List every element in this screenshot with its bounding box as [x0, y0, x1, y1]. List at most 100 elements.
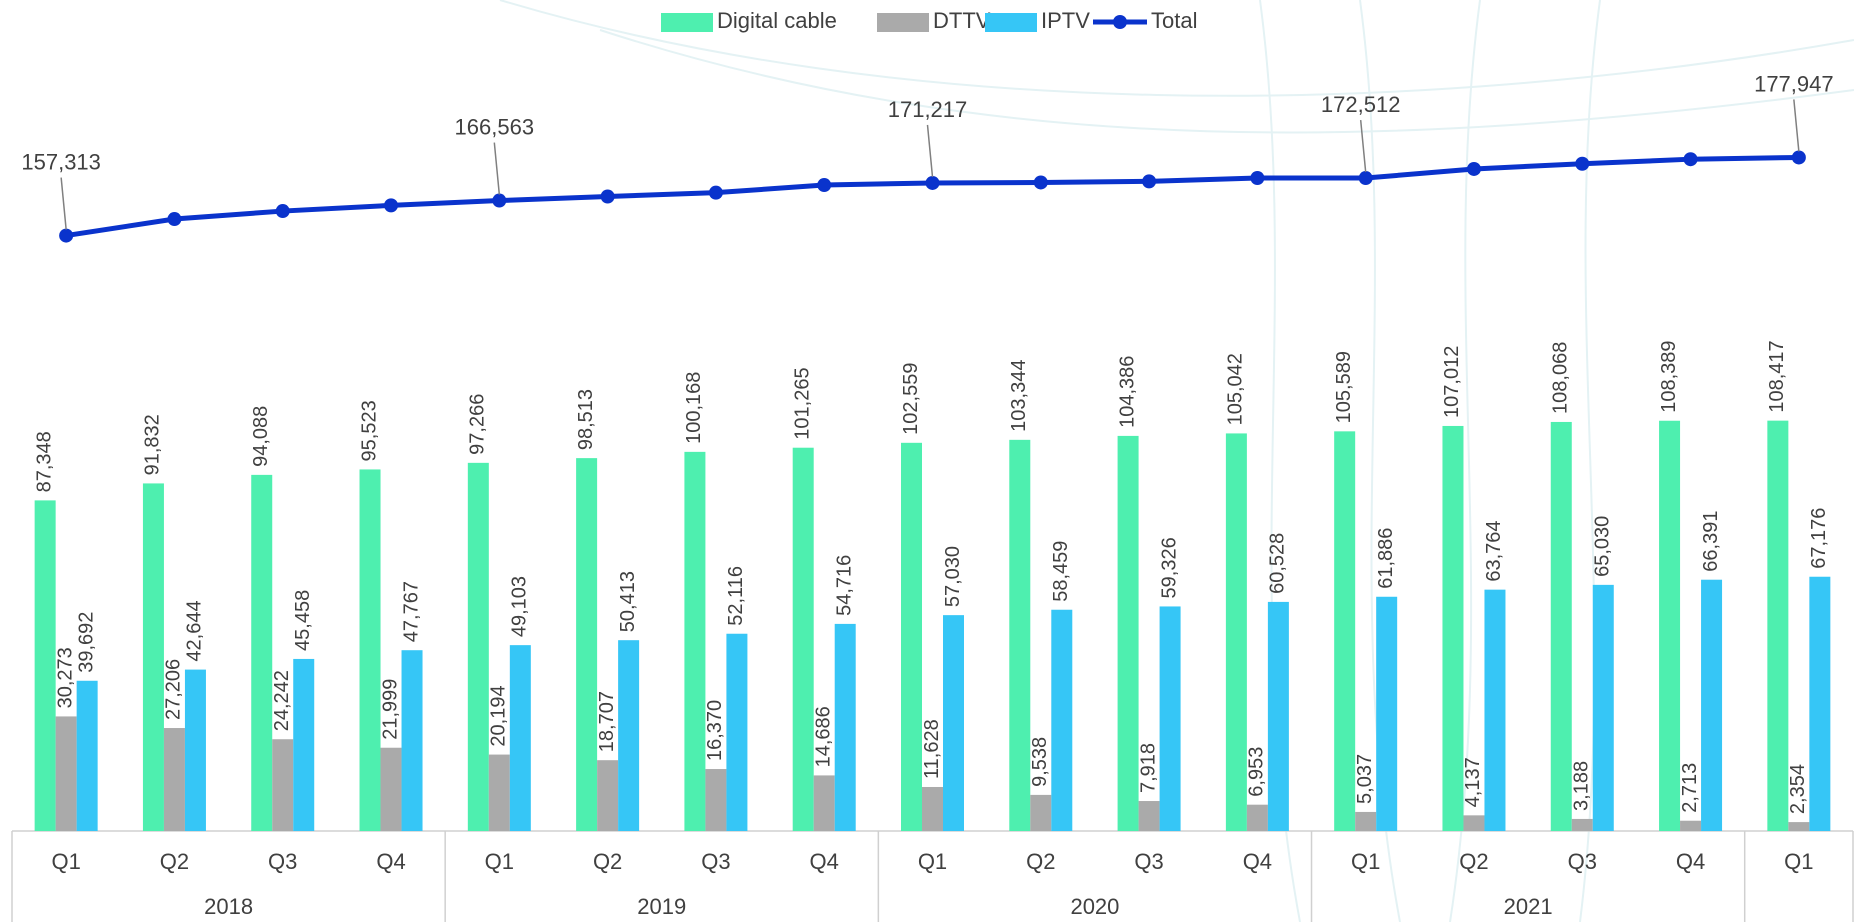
- leader-line: [493, 142, 501, 195]
- x-tick-label: Q1: [485, 849, 514, 874]
- bar: [597, 760, 619, 831]
- x-tick-label: Q4: [376, 849, 405, 874]
- data-label: 18,707: [596, 691, 618, 752]
- x-tick-label: Q2: [593, 849, 622, 874]
- bar: [1225, 433, 1247, 831]
- data-label: 63,764: [1483, 520, 1505, 581]
- bar: [1809, 576, 1831, 831]
- bar: [467, 462, 489, 831]
- bar: [1592, 584, 1614, 831]
- data-label: 30,273: [54, 647, 76, 708]
- data-label: 105,589: [1333, 351, 1355, 423]
- bar: [293, 658, 315, 831]
- data-label: 58,459: [1050, 541, 1072, 602]
- line-marker: [708, 185, 723, 200]
- data-label: 97,266: [467, 394, 489, 455]
- x-tick-label: Q3: [1568, 849, 1597, 874]
- line-marker: [1683, 152, 1698, 167]
- data-label: 21,999: [379, 679, 401, 740]
- leader-line: [1359, 119, 1367, 173]
- bar: [251, 474, 273, 831]
- data-label: 102,559: [900, 363, 922, 435]
- bar: [380, 747, 402, 831]
- line-marker: [384, 198, 399, 213]
- bar: [1117, 435, 1139, 831]
- data-label: 9,538: [1029, 737, 1051, 787]
- bar: [576, 458, 598, 831]
- legend-swatch: [985, 13, 1037, 32]
- bar: [834, 623, 856, 831]
- x-tick-label: Q3: [701, 849, 730, 874]
- line-marker: [600, 189, 615, 204]
- data-label: 94,088: [250, 406, 272, 467]
- line-marker: [1142, 174, 1157, 189]
- group-label: 2020: [1070, 894, 1119, 919]
- x-tick-label: Q1: [918, 849, 947, 874]
- data-label: 166,563: [455, 114, 535, 139]
- legend-label: Digital cable: [717, 8, 837, 33]
- data-label: 65,030: [1592, 516, 1614, 577]
- bar: [1246, 804, 1268, 831]
- bar: [1442, 425, 1464, 831]
- bar: [792, 447, 814, 831]
- data-label: 52,116: [725, 566, 747, 626]
- x-tick-label: Q4: [1676, 849, 1705, 874]
- legend-swatch: [661, 13, 713, 32]
- data-label: 61,886: [1375, 528, 1397, 589]
- bar: [1484, 589, 1506, 831]
- bar: [1788, 822, 1810, 831]
- x-tick-label: Q1: [1351, 849, 1380, 874]
- line-marker: [275, 204, 290, 219]
- bar: [1701, 579, 1723, 831]
- legend-swatch: [877, 13, 929, 32]
- data-label: 59,326: [1158, 537, 1180, 598]
- line-marker: [925, 175, 940, 190]
- bar: [1767, 420, 1789, 831]
- bar: [359, 469, 381, 831]
- bar: [1463, 815, 1485, 831]
- data-label: 108,417: [1766, 340, 1788, 412]
- data-label: 66,391: [1700, 511, 1722, 572]
- bar: [1138, 801, 1160, 831]
- data-label: 67,176: [1808, 508, 1830, 569]
- data-label: 39,692: [75, 612, 97, 673]
- bar: [1030, 794, 1052, 831]
- data-label: 103,344: [1008, 360, 1030, 432]
- leader-line: [60, 177, 67, 230]
- line-marker: [1575, 156, 1590, 171]
- data-label: 3,188: [1571, 761, 1593, 811]
- line-marker: [59, 228, 74, 243]
- data-label: 11,628: [921, 719, 943, 779]
- data-label: 27,206: [163, 659, 185, 720]
- data-label: 172,512: [1321, 92, 1401, 117]
- line-marker: [167, 212, 182, 227]
- line-marker: [492, 193, 507, 208]
- legend-label: DTTV: [933, 8, 991, 33]
- group-label: 2018: [204, 894, 253, 919]
- group-label: 2019: [637, 894, 686, 919]
- data-label: 171,217: [888, 97, 968, 122]
- bar: [901, 442, 922, 831]
- data-label: 87,348: [33, 431, 55, 492]
- bar: [1334, 431, 1356, 831]
- data-label: 7,918: [1137, 743, 1159, 793]
- data-label: 60,528: [1267, 533, 1289, 594]
- line-marker: [1358, 171, 1373, 186]
- x-tick-label: Q1: [51, 849, 80, 874]
- bar: [163, 728, 185, 831]
- bar: [272, 739, 294, 831]
- bar: [1680, 820, 1702, 831]
- bar: [1550, 421, 1572, 831]
- bar: [76, 680, 98, 831]
- group-label: 2021: [1504, 894, 1553, 919]
- bar: [618, 640, 640, 831]
- x-tick-label: Q4: [810, 849, 839, 874]
- line-marker: [1250, 171, 1265, 186]
- data-label: 24,242: [271, 670, 293, 731]
- data-label: 42,644: [184, 600, 206, 661]
- data-label: 49,103: [509, 576, 531, 637]
- data-label: 47,767: [400, 581, 422, 642]
- legend-label: IPTV: [1041, 8, 1090, 33]
- bar: [34, 500, 56, 831]
- bar: [922, 786, 943, 831]
